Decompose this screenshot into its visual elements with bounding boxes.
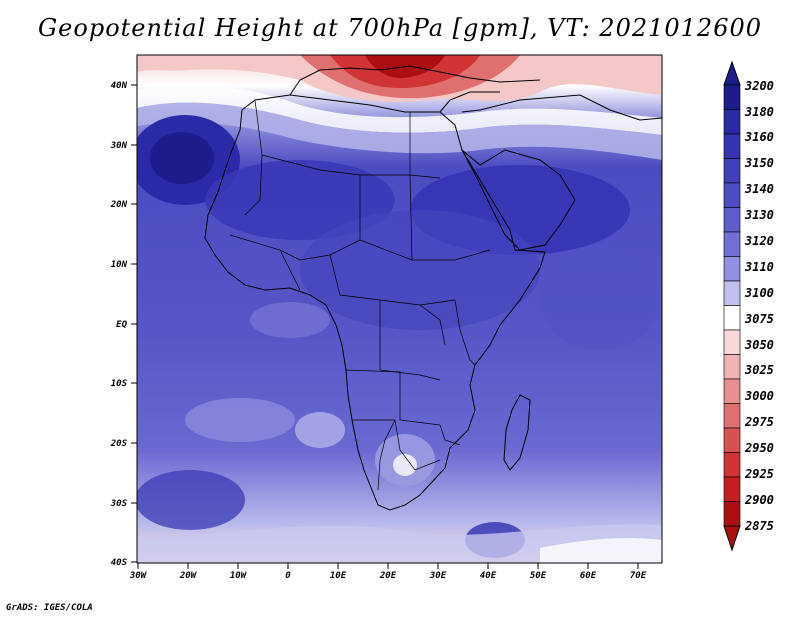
colorbar-label: 2875 bbox=[744, 519, 774, 533]
colorbar-label: 3160 bbox=[744, 130, 774, 144]
colorbar-label: 3140 bbox=[744, 182, 774, 196]
lat-label: 10N bbox=[111, 260, 128, 270]
colorbar-label: 3100 bbox=[744, 286, 774, 300]
lon-label: 20E bbox=[379, 571, 397, 581]
lat-label: EQ bbox=[116, 320, 127, 330]
lon-label: 60E bbox=[580, 571, 597, 581]
colorbar-swatch bbox=[723, 403, 741, 429]
lon-label: 70E bbox=[630, 571, 647, 581]
colorbar-label: 3150 bbox=[744, 156, 774, 170]
colorbar-swatch bbox=[723, 354, 741, 380]
colorbar-label: 3050 bbox=[744, 338, 774, 352]
africa-coastline bbox=[204, 65, 662, 511]
colorbar-label: 2975 bbox=[744, 415, 774, 429]
colorbar-label: 3130 bbox=[744, 208, 774, 222]
lon-label: 10E bbox=[330, 571, 347, 581]
colorbar-swatch bbox=[723, 452, 741, 478]
latitude-axis: 40N 30N 20N 10N EQ 10S 20S 30S 40S bbox=[110, 81, 137, 568]
colorbar-label: 3025 bbox=[744, 363, 774, 377]
colorbar-swatch bbox=[723, 207, 741, 233]
colorbar-label: 3120 bbox=[744, 234, 774, 248]
map-frame bbox=[136, 54, 663, 564]
colorbar-swatch bbox=[723, 305, 741, 331]
colorbar-swatch bbox=[723, 182, 741, 208]
colorbar-top-arrow bbox=[723, 60, 741, 86]
colorbar-label: 3200 bbox=[744, 79, 774, 93]
colorbar-label: 3000 bbox=[744, 389, 774, 403]
lon-label: 50E bbox=[530, 571, 547, 581]
lat-label: 30S bbox=[110, 499, 128, 509]
lat-label: 30N bbox=[110, 141, 128, 151]
colorbar-label: 2900 bbox=[744, 493, 774, 507]
colorbar-swatch bbox=[723, 109, 741, 135]
colorbar-swatch bbox=[723, 427, 741, 453]
lon-label: 0 bbox=[285, 571, 291, 581]
lon-label: 20W bbox=[179, 571, 198, 581]
lon-label: 10W bbox=[230, 571, 248, 581]
colorbar-swatch bbox=[723, 329, 741, 355]
colorbar-label: 3075 bbox=[744, 312, 774, 326]
colorbar: 3200 3180 3160 3150 3140 3130 3120 3110 … bbox=[723, 60, 774, 552]
colorbar-bottom-arrow bbox=[723, 525, 741, 552]
lat-label: 10S bbox=[111, 379, 128, 389]
colorbar-label: 2925 bbox=[744, 467, 774, 481]
lat-label: 20S bbox=[110, 439, 128, 449]
colorbar-label: 2950 bbox=[744, 441, 774, 455]
colorbar-swatch bbox=[723, 501, 741, 527]
colorbar-swatch bbox=[723, 256, 741, 282]
colorbar-label: 3180 bbox=[744, 105, 774, 119]
lon-label: 30E bbox=[429, 571, 447, 581]
geopotential-field bbox=[137, 55, 662, 563]
country-borders bbox=[229, 99, 491, 491]
grads-credit: GrADS: IGES/COLA bbox=[6, 603, 93, 613]
colorbar-swatch bbox=[723, 84, 741, 110]
colorbar-swatch bbox=[723, 378, 741, 404]
colorbar-swatch bbox=[723, 280, 741, 306]
lat-label: 20N bbox=[110, 200, 128, 210]
colorbar-label: 3110 bbox=[744, 260, 774, 274]
map-title: Geopotential Height at 700hPa [gpm], VT:… bbox=[38, 14, 762, 42]
lon-label: 30W bbox=[129, 571, 148, 581]
lon-label: 40E bbox=[480, 571, 497, 581]
colorbar-swatch bbox=[723, 476, 741, 502]
colorbar-swatch bbox=[723, 158, 741, 184]
lat-label: 40S bbox=[111, 558, 128, 568]
longitude-axis: 30W 20W 10W 0 10E 20E 30E 40E 50E 60E 70… bbox=[129, 563, 647, 581]
lat-label: 40N bbox=[111, 81, 128, 91]
colorbar-swatch bbox=[723, 231, 741, 257]
colorbar-swatch bbox=[723, 133, 741, 159]
